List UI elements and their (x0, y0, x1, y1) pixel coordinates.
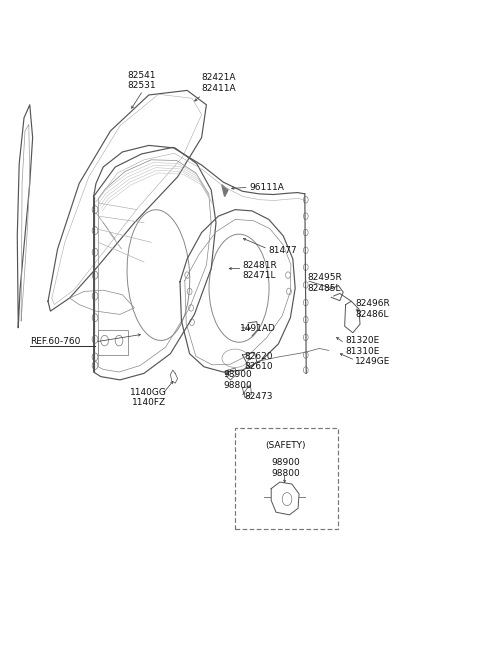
Polygon shape (222, 185, 228, 196)
Text: 1491AD: 1491AD (240, 324, 276, 333)
Text: 82473: 82473 (245, 392, 273, 402)
Text: 82481R
82471L: 82481R 82471L (242, 261, 277, 280)
Text: 82421A
82411A: 82421A 82411A (202, 73, 236, 93)
Text: (SAFETY): (SAFETY) (265, 441, 306, 450)
Text: 98900
98800: 98900 98800 (271, 458, 300, 478)
Text: 82541
82531: 82541 82531 (127, 71, 156, 90)
Text: 82620
82610: 82620 82610 (245, 352, 274, 371)
Text: 81477: 81477 (269, 246, 298, 255)
Text: 82495R
82485L: 82495R 82485L (307, 273, 342, 293)
Bar (235, 428, 338, 529)
Text: 98900
98800: 98900 98800 (223, 370, 252, 390)
Text: 1249GE: 1249GE (355, 357, 391, 366)
Text: 82496R
82486L: 82496R 82486L (355, 299, 390, 319)
Text: 96111A: 96111A (250, 183, 285, 192)
Text: REF.60-760: REF.60-760 (30, 337, 80, 346)
Text: 1140GG
1140FZ: 1140GG 1140FZ (131, 388, 167, 407)
Text: 81320E
81310E: 81320E 81310E (346, 336, 380, 356)
